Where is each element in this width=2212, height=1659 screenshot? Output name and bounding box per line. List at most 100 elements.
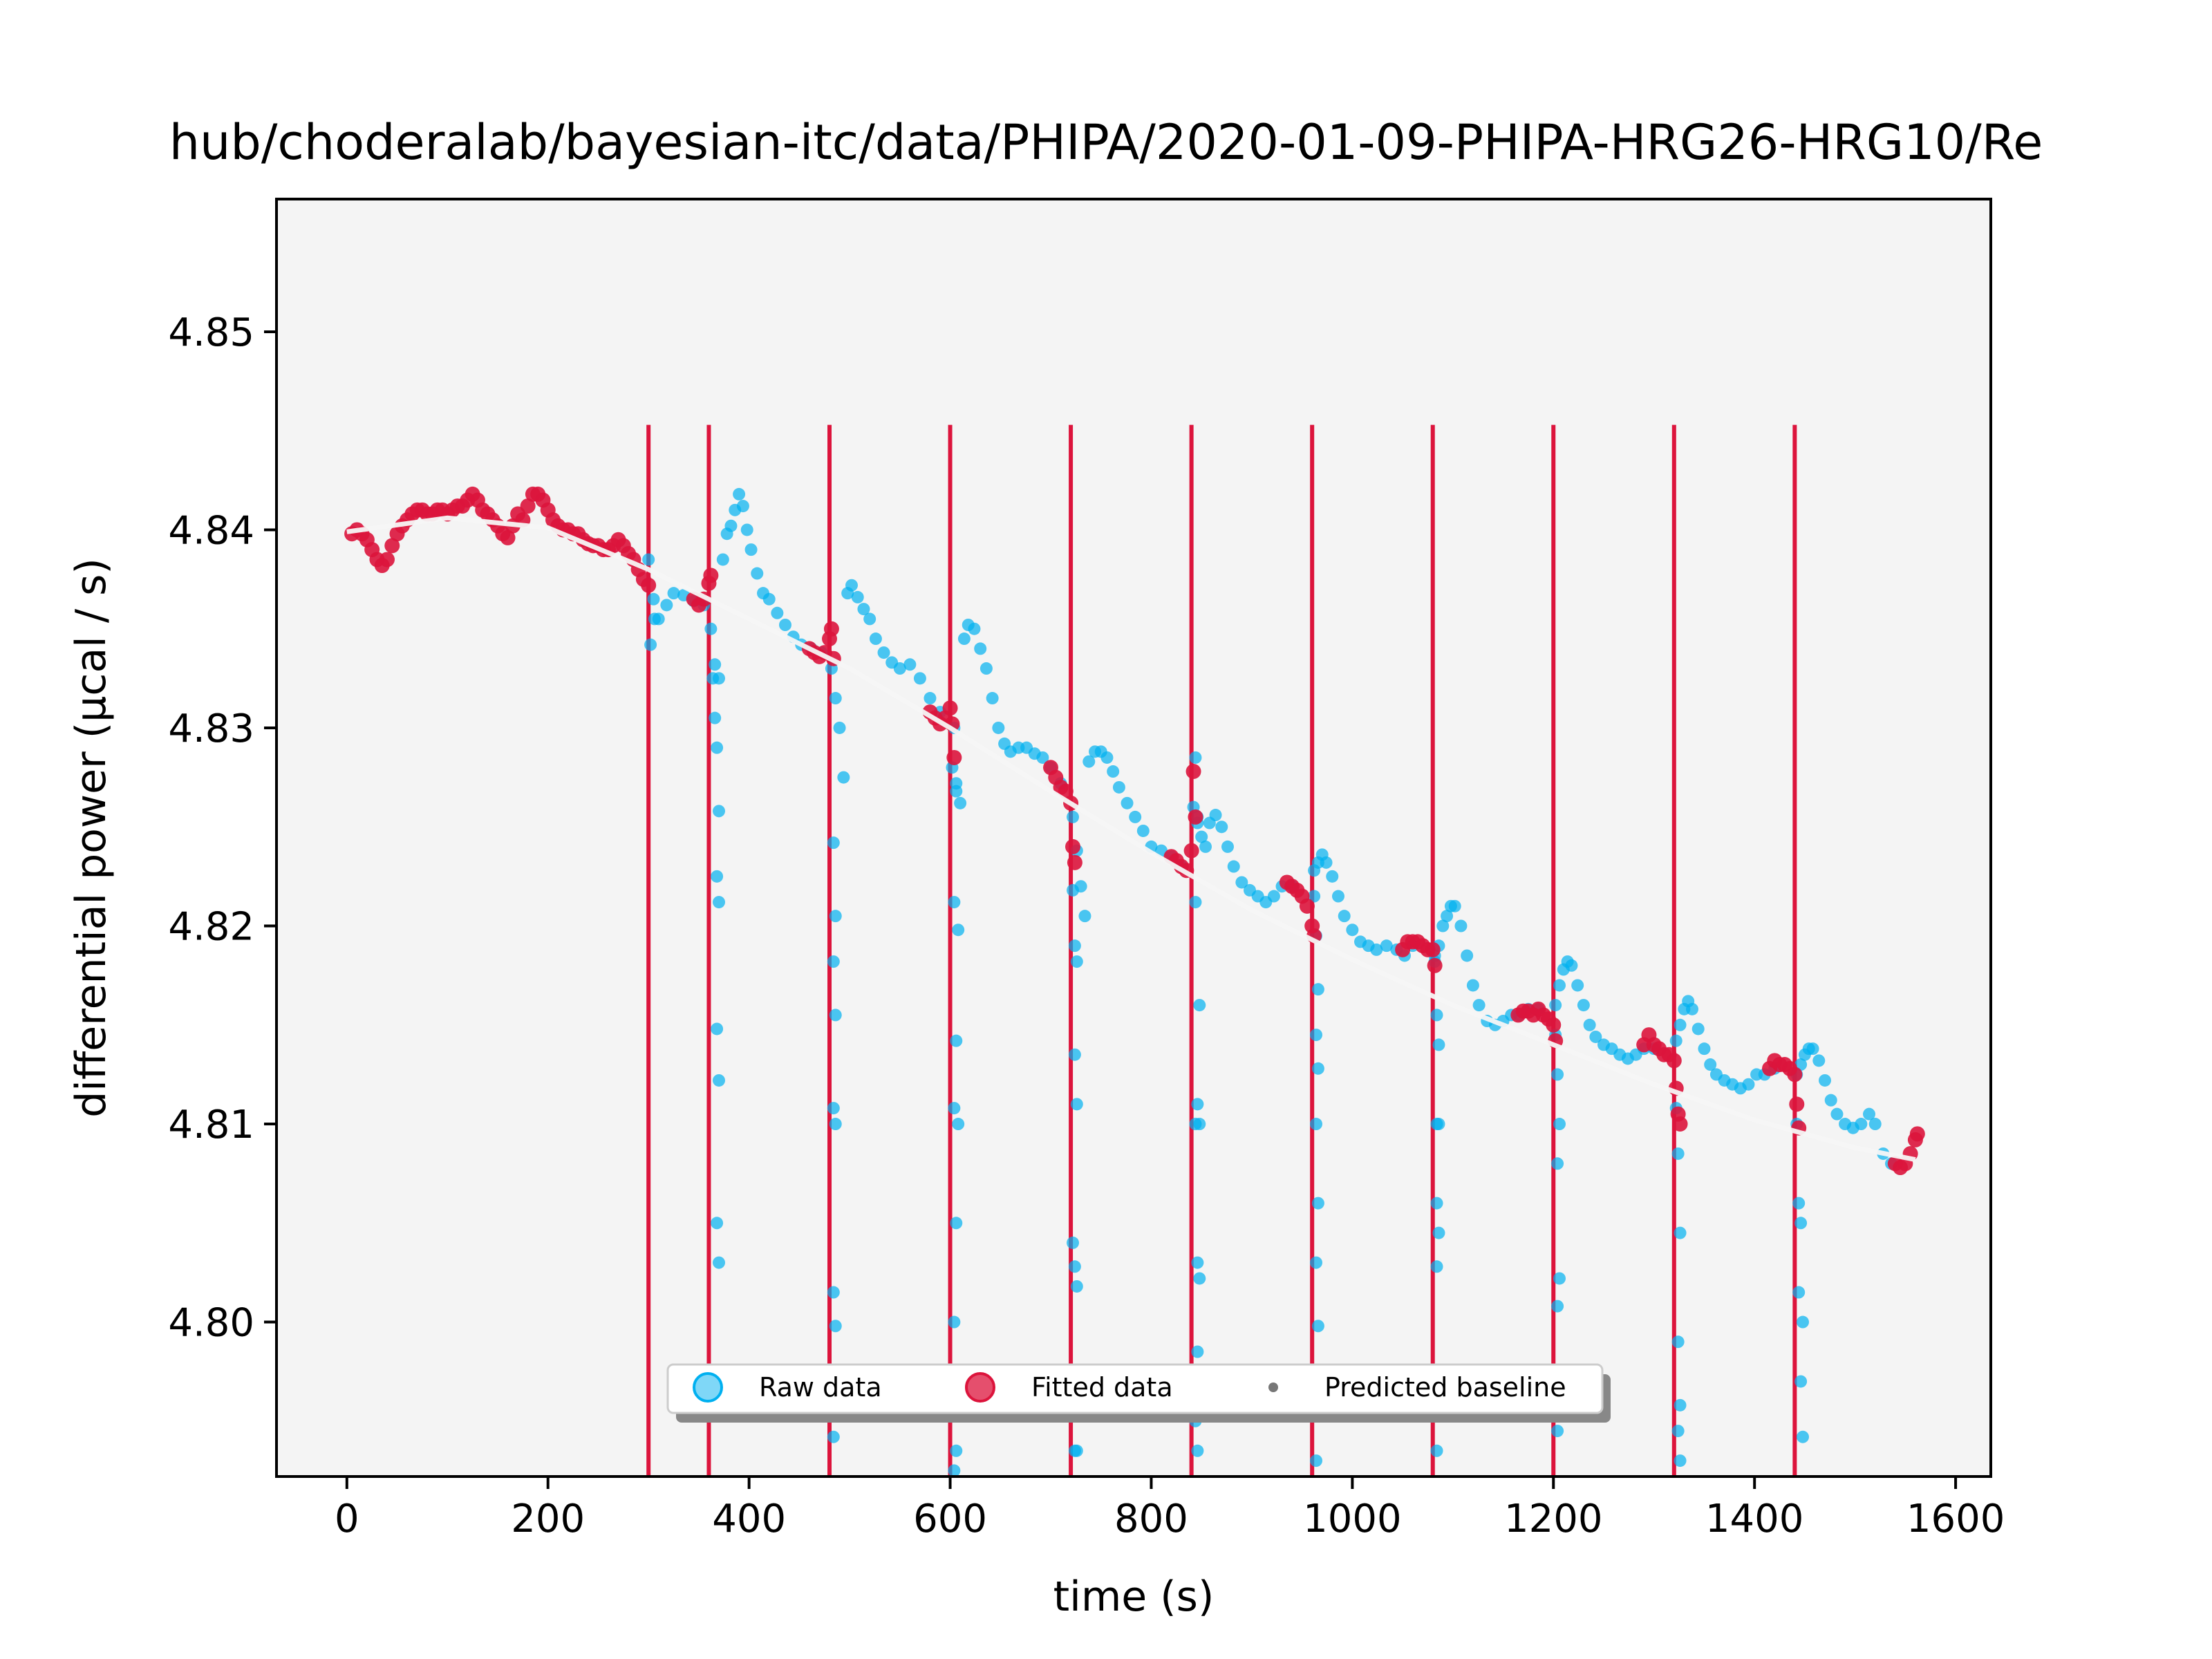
raw-data-point (1797, 1430, 1809, 1443)
raw-data-point (1235, 876, 1248, 889)
raw-data-point (1107, 765, 1120, 778)
raw-data-point (1855, 1118, 1868, 1131)
raw-data-point (1193, 999, 1206, 1012)
legend-box (666, 1363, 1604, 1414)
legend-marker-raw (693, 1372, 723, 1403)
x-tick-label: 600 (913, 1497, 987, 1541)
raw-data-point (740, 523, 753, 536)
raw-data-point (1068, 1260, 1081, 1273)
raw-data-point (827, 1102, 840, 1115)
fitted-data-point (1672, 1116, 1688, 1132)
fitted-data-point (1787, 1067, 1803, 1082)
raw-data-point (1121, 796, 1134, 809)
raw-data-point (1067, 810, 1079, 823)
x-tick-label: 400 (712, 1497, 786, 1541)
raw-data-point (857, 603, 870, 616)
x-axis-ticks: 0 200 400 600 800 1000 1200 1400 1600 (335, 1477, 2005, 1541)
predicted-baseline-line (346, 515, 1916, 1163)
raw-data-point (709, 658, 722, 671)
y-tick-label: 4.85 (168, 310, 254, 355)
raw-data-point (1067, 1236, 1079, 1249)
raw-data-point (771, 606, 784, 619)
legend-label-baseline: Predicted baseline (1324, 1372, 1566, 1403)
raw-data-point (736, 500, 749, 513)
raw-data-point (1868, 1118, 1882, 1131)
y-axis-ticks: 4.80 4.81 4.82 4.83 4.84 4.85 (168, 310, 276, 1346)
raw-data-point (1686, 1002, 1698, 1015)
raw-data-point (1472, 999, 1485, 1012)
raw-data-point (1742, 1078, 1755, 1091)
raw-data-point (954, 796, 967, 809)
raw-data-point (863, 612, 877, 626)
raw-data-point (1112, 780, 1125, 794)
raw-data-point (829, 1118, 842, 1131)
y-tick-label: 4.84 (168, 508, 254, 553)
raw-data-point (1571, 979, 1584, 992)
raw-data-point (716, 553, 729, 566)
raw-data-point (1551, 1157, 1564, 1170)
raw-data-point (1824, 1094, 1837, 1107)
raw-data-point (829, 1320, 842, 1333)
fitted-data-point (1666, 1053, 1682, 1069)
raw-data-point (1310, 1118, 1322, 1131)
raw-data-point (713, 1074, 725, 1087)
fitted-data-point (1789, 1096, 1805, 1112)
raw-data-point (992, 721, 1005, 734)
raw-data-point (1551, 1068, 1564, 1081)
raw-data-point (1310, 1029, 1322, 1042)
raw-data-point (1674, 1398, 1687, 1412)
fitted-data-point (1058, 783, 1074, 799)
raw-data-point (877, 646, 890, 659)
raw-data-point (827, 1286, 840, 1299)
raw-data-point (711, 741, 724, 754)
y-tick-label: 4.83 (168, 706, 254, 751)
raw-data-point (1674, 1226, 1687, 1239)
fitted-data-point (1546, 1017, 1562, 1033)
raw-data-point (1036, 751, 1049, 764)
raw-data-point (1671, 1147, 1685, 1160)
raw-data-point (1267, 890, 1280, 903)
raw-data-point (704, 622, 718, 635)
raw-data-point (974, 642, 987, 655)
raw-data-point (644, 638, 657, 651)
raw-data-point (1806, 1042, 1819, 1056)
raw-data-point (1432, 1038, 1445, 1051)
raw-data-point (1461, 949, 1474, 962)
raw-data-point (706, 672, 720, 685)
raw-data-point (950, 1217, 963, 1230)
raw-data-point (950, 1034, 963, 1047)
raw-data-point (1332, 890, 1344, 903)
raw-data-point (711, 1022, 724, 1035)
raw-data-point (1797, 1315, 1809, 1329)
fitted-data-point (1067, 854, 1082, 870)
raw-data-point (1311, 983, 1324, 996)
raw-data-point (1691, 1022, 1705, 1035)
raw-data-point (1100, 751, 1114, 764)
raw-data-point (713, 896, 725, 909)
raw-data-point (1068, 939, 1081, 953)
fitted-data-point (823, 621, 839, 637)
raw-data-point (1193, 1118, 1206, 1131)
y-axis-label: differential power (μcal / s) (67, 558, 115, 1118)
raw-data-point (1310, 1256, 1322, 1269)
fitted-data-point (1065, 838, 1080, 854)
raw-data-point (1189, 751, 1202, 764)
raw-data-point (957, 632, 971, 646)
raw-data-point (1553, 1272, 1566, 1285)
raw-data-point (1698, 1042, 1711, 1056)
raw-data-point (1320, 856, 1333, 869)
raw-data-point (829, 692, 842, 705)
raw-data-point (948, 1102, 961, 1115)
raw-data-point (1070, 1280, 1083, 1293)
raw-data-point (1082, 755, 1096, 768)
raw-data-point (1070, 1098, 1083, 1111)
raw-data-point (1191, 1256, 1204, 1269)
raw-data-point (950, 1444, 963, 1457)
raw-data-point (1794, 1375, 1808, 1388)
raw-data-point (950, 777, 963, 790)
raw-data-point (1551, 1425, 1564, 1438)
raw-data-point (1553, 1118, 1566, 1131)
raw-data-point (1209, 809, 1222, 822)
raw-data-point (903, 658, 917, 671)
